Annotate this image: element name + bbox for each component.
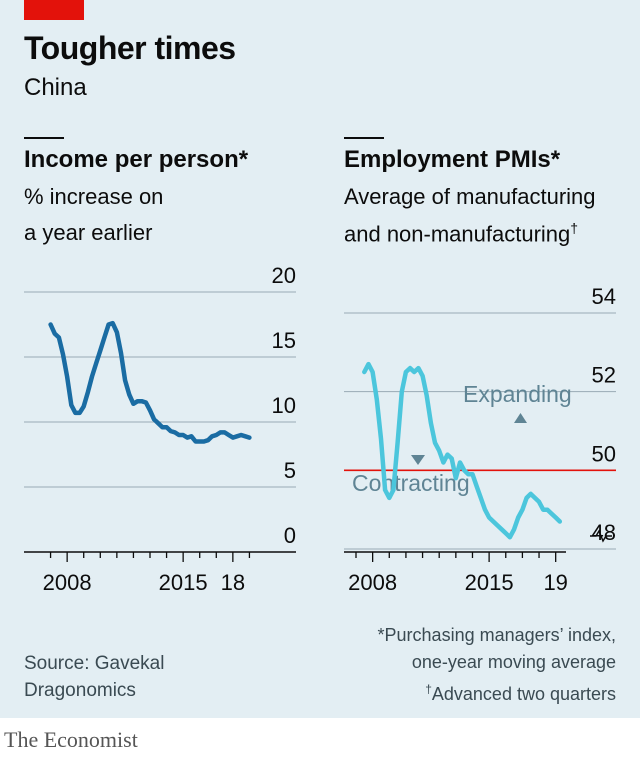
right-x-tick-label: 2015 bbox=[465, 570, 514, 595]
left-y-tick-label: 20 bbox=[272, 263, 296, 288]
source-line1: Source: Gavekal bbox=[24, 653, 165, 674]
right-chart-title: Employment PMIs* bbox=[344, 146, 561, 173]
right-y-tick-label: 48 bbox=[592, 520, 616, 545]
axis-break-icon bbox=[590, 529, 612, 543]
left-chart-subtitle-line2: a year earlier bbox=[24, 220, 153, 245]
left-chart-rule bbox=[24, 137, 64, 139]
page-subtitle: China bbox=[24, 74, 87, 101]
left-y-tick-label: 0 bbox=[284, 523, 296, 548]
contracting-label: Contracting bbox=[352, 470, 470, 496]
right-chart-rule bbox=[344, 137, 384, 139]
source-note: Source: Gavekal Dragonomics bbox=[24, 650, 164, 704]
expanding-arrow-icon bbox=[514, 413, 527, 423]
expanding-label: Expanding bbox=[463, 381, 572, 407]
pmi-chart: 54 52 50 48 Expanding Contracting 2008 2015 19 bbox=[344, 284, 616, 595]
source-line2: Dragonomics bbox=[24, 680, 136, 701]
right-chart-dagger: † bbox=[570, 220, 579, 236]
pmi-series-line bbox=[362, 361, 563, 540]
contracting-arrow-icon bbox=[411, 455, 425, 465]
footnote: *Purchasing managers’ index, one-year mo… bbox=[378, 622, 616, 708]
economist-red-tag bbox=[24, 0, 84, 20]
footnote-line1: *Purchasing managers’ index, bbox=[377, 625, 616, 645]
left-x-tick-label: 2015 bbox=[159, 570, 208, 595]
footnote-line2: one-year moving average bbox=[411, 652, 616, 672]
left-x-tick-label: 2008 bbox=[43, 570, 92, 595]
left-y-tick-label: 15 bbox=[272, 328, 296, 353]
footnote-line3: †Advanced two quarters bbox=[378, 676, 616, 708]
footnote-line3-text: Advanced two quarters bbox=[431, 684, 616, 704]
brand-logo-text: The Economist bbox=[4, 727, 138, 752]
right-y-tick-label: 50 bbox=[592, 441, 616, 466]
left-x-tick-label: 18 bbox=[221, 570, 245, 595]
footnote-dagger: † bbox=[425, 682, 432, 696]
right-y-tick-label: 52 bbox=[592, 363, 616, 388]
left-chart-title: Income per person* bbox=[24, 146, 249, 173]
right-chart-subtitle-line2: and non-manufacturing† bbox=[344, 220, 578, 247]
right-chart-subtitle-line2-text: and non-manufacturing bbox=[344, 221, 571, 247]
left-chart-subtitle-line1: % increase on bbox=[24, 184, 164, 209]
right-x-tick-label: 19 bbox=[543, 570, 567, 595]
chart-panel bbox=[0, 0, 640, 718]
left-y-tick-label: 5 bbox=[284, 458, 296, 483]
income-series-line bbox=[48, 320, 252, 444]
left-y-tick-label: 10 bbox=[272, 393, 296, 418]
right-chart-subtitle-line1: Average of manufacturing bbox=[344, 184, 596, 209]
right-y-tick-label: 54 bbox=[592, 284, 616, 309]
right-x-tick-label: 2008 bbox=[348, 570, 397, 595]
page-title: Tougher times bbox=[24, 30, 236, 66]
